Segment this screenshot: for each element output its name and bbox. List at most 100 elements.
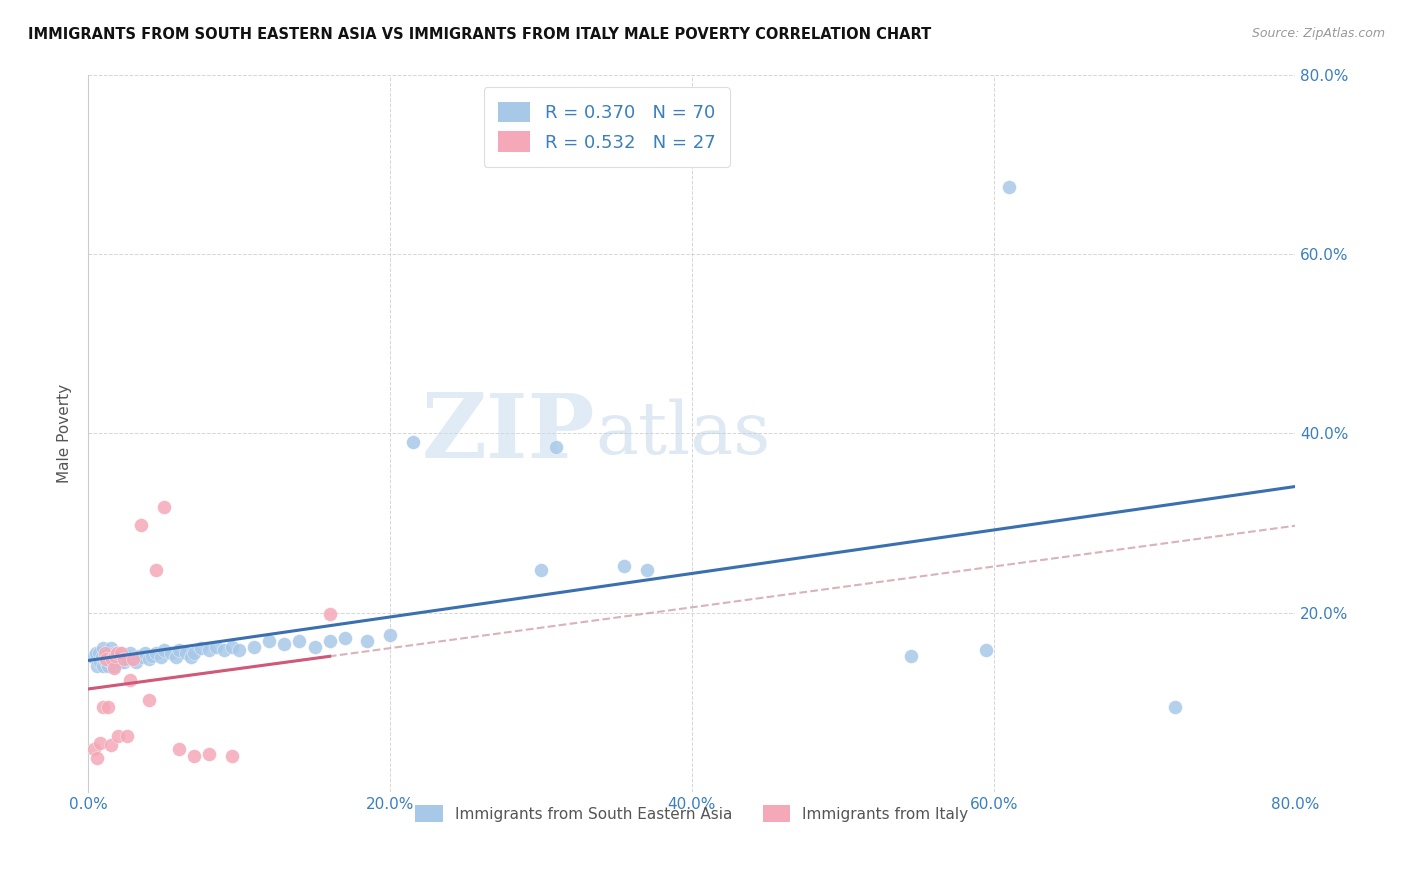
Point (257, 634, 280, 648)
Point (108, 655, 131, 669)
Point (103, 661, 125, 675)
Point (110, 646, 132, 660)
Text: ZIP: ZIP (422, 390, 595, 476)
Point (103, 659, 125, 673)
Point (107, 650, 129, 665)
Point (318, 607, 340, 622)
Text: atlas: atlas (595, 398, 770, 468)
Point (94, 650, 117, 665)
Point (138, 693, 160, 707)
Point (152, 643, 174, 657)
Point (96, 646, 118, 660)
Point (97, 646, 120, 660)
Point (190, 641, 212, 656)
Point (198, 747, 221, 762)
Point (900, 648, 922, 663)
Point (530, 563, 553, 577)
Y-axis label: Male Poverty: Male Poverty (58, 384, 72, 483)
Point (112, 655, 135, 669)
Point (107, 730, 129, 744)
Point (174, 646, 197, 660)
Point (89, 655, 111, 669)
Point (149, 650, 172, 665)
Point (105, 646, 128, 660)
Point (145, 646, 167, 660)
Point (122, 652, 145, 666)
Point (221, 749, 243, 764)
Point (304, 640, 326, 654)
Point (117, 652, 139, 666)
Point (128, 648, 150, 663)
Point (100, 655, 122, 669)
Point (120, 646, 142, 660)
Legend: Immigrants from South Eastern Asia, Immigrants from Italy: Immigrants from South Eastern Asia, Immi… (404, 792, 981, 835)
Point (205, 640, 228, 654)
Point (112, 652, 135, 666)
Point (125, 655, 148, 669)
Point (87, 646, 110, 660)
Point (89, 736, 111, 750)
Point (183, 749, 205, 764)
Point (104, 650, 127, 665)
Point (167, 742, 190, 756)
Point (131, 650, 153, 665)
Point (103, 646, 125, 660)
Point (91, 699, 114, 714)
Point (167, 643, 190, 657)
Point (86, 659, 108, 673)
Point (288, 634, 311, 648)
Point (86, 751, 108, 765)
Point (613, 558, 636, 573)
Point (104, 655, 127, 669)
Text: Source: ZipAtlas.com: Source: ZipAtlas.com (1251, 27, 1385, 40)
Point (273, 637, 295, 651)
Point (974, 643, 997, 657)
Point (101, 652, 124, 666)
Point (134, 646, 156, 660)
Point (165, 650, 187, 665)
Point (84, 646, 107, 660)
Point (378, 628, 401, 642)
Point (141, 648, 163, 663)
Point (180, 650, 202, 665)
Point (129, 517, 152, 532)
Point (333, 631, 356, 645)
Point (91, 641, 114, 656)
Point (98, 650, 121, 665)
Point (96, 652, 118, 666)
Point (145, 563, 167, 577)
Point (100, 739, 122, 753)
Point (401, 435, 423, 450)
Point (544, 440, 567, 454)
Text: IMMIGRANTS FROM SOUTH EASTERN ASIA VS IMMIGRANTS FROM ITALY MALE POVERTY CORRELA: IMMIGRANTS FROM SOUTH EASTERN ASIA VS IM… (28, 27, 931, 42)
Point (82, 650, 104, 665)
Point (117, 730, 139, 744)
Point (94, 646, 117, 660)
Point (115, 648, 138, 663)
Point (160, 646, 183, 660)
Point (198, 643, 221, 657)
Point (97, 659, 120, 673)
Point (356, 634, 378, 648)
Point (152, 500, 174, 514)
Point (120, 673, 142, 687)
Point (122, 652, 145, 666)
Point (636, 563, 658, 577)
Point (91, 659, 114, 673)
Point (105, 646, 128, 660)
Point (138, 652, 160, 666)
Point (183, 646, 205, 660)
Point (318, 634, 340, 648)
Point (90, 650, 112, 665)
Point (100, 641, 122, 656)
Point (228, 643, 250, 657)
Point (96, 655, 118, 669)
Point (1164, 699, 1187, 714)
Point (104, 648, 127, 663)
Point (101, 650, 124, 665)
Point (221, 640, 243, 654)
Point (212, 643, 235, 657)
Point (83, 742, 105, 756)
Point (243, 640, 266, 654)
Point (997, 179, 1019, 194)
